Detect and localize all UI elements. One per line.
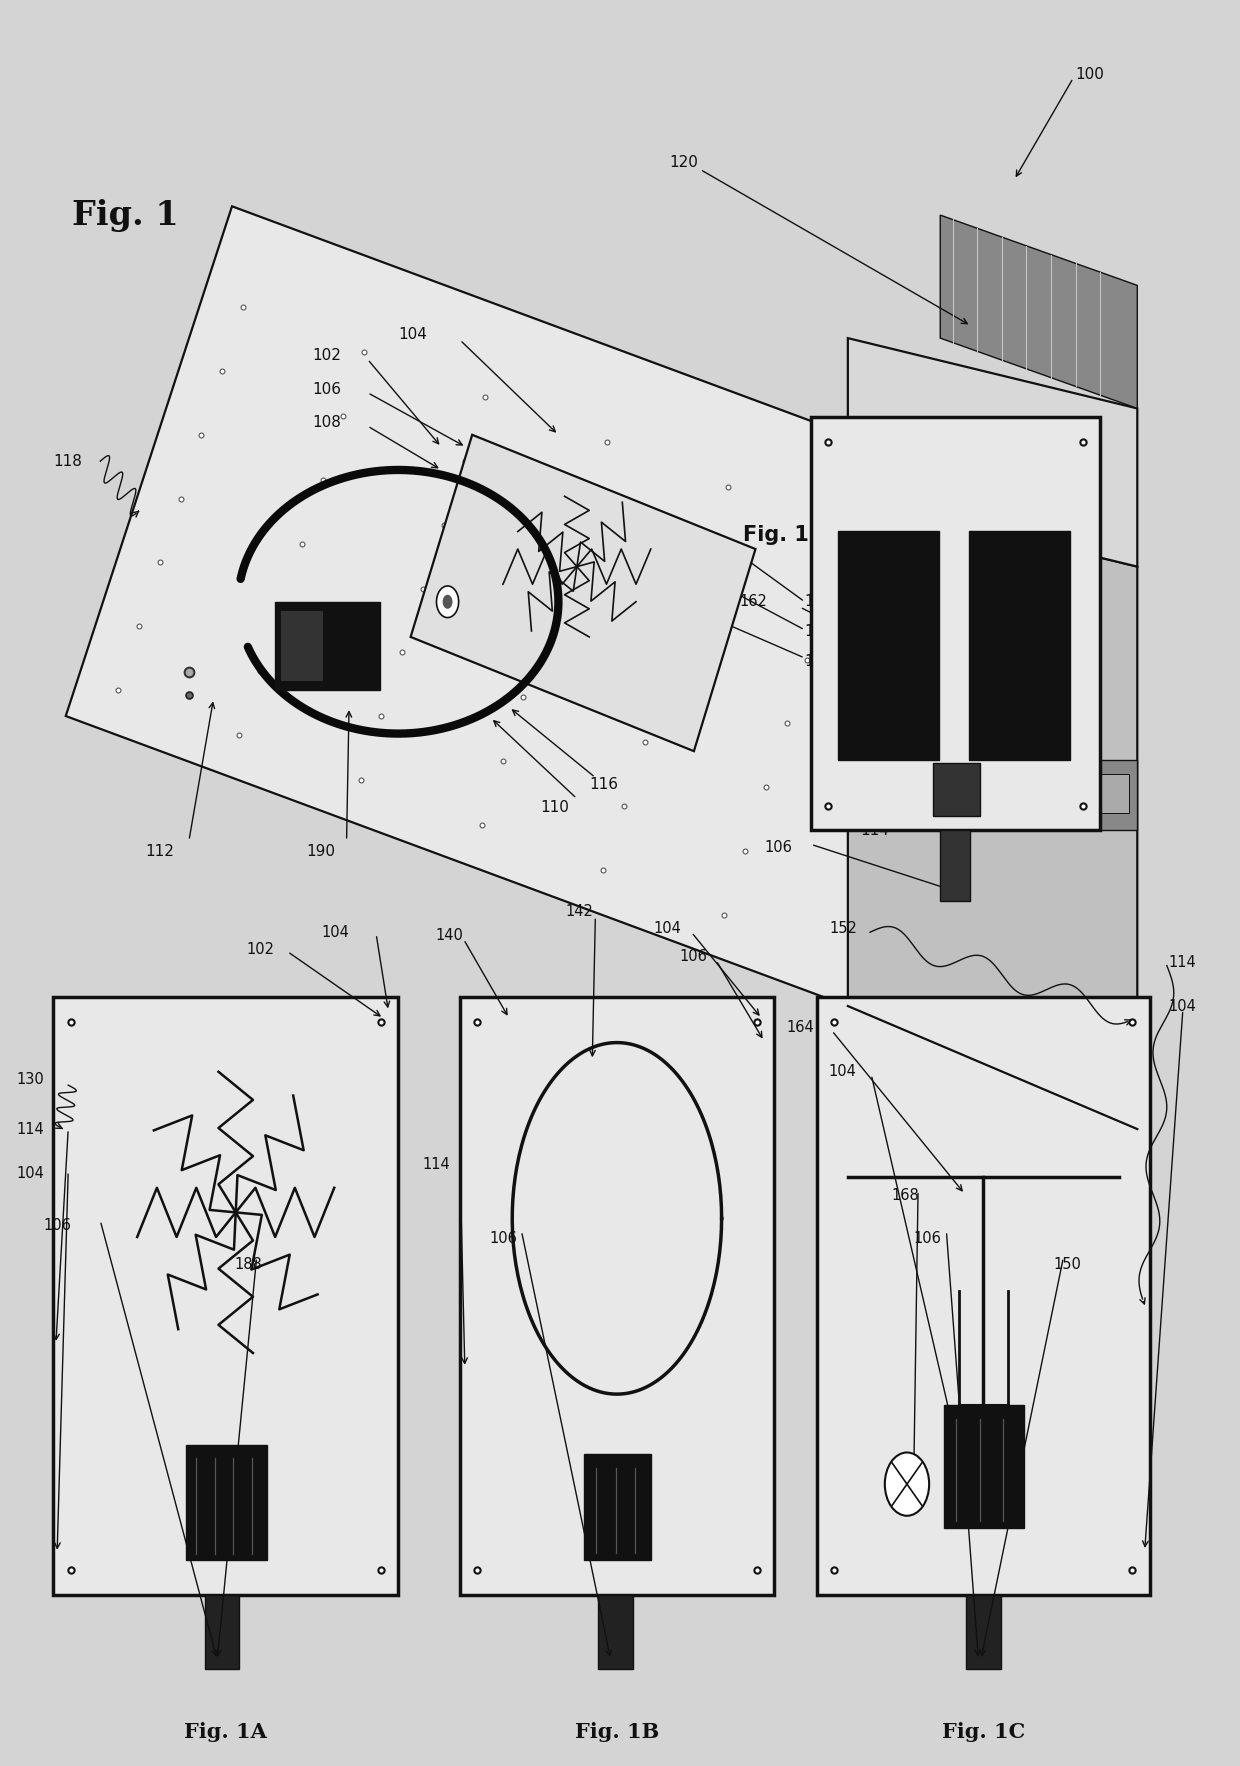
Text: 114: 114 xyxy=(16,1121,45,1137)
Bar xyxy=(1085,759,1137,830)
Text: 188: 188 xyxy=(234,1257,262,1272)
Bar xyxy=(1094,774,1128,812)
Text: 130: 130 xyxy=(805,623,833,639)
Text: 114: 114 xyxy=(1168,955,1195,970)
Bar xyxy=(281,611,324,682)
Bar xyxy=(53,998,398,1595)
Text: 106: 106 xyxy=(764,841,792,855)
Bar xyxy=(940,830,971,901)
Text: 112: 112 xyxy=(146,844,175,858)
Text: 104: 104 xyxy=(16,1166,45,1180)
Polygon shape xyxy=(410,434,755,751)
Text: 120: 120 xyxy=(670,155,698,170)
Text: 102: 102 xyxy=(312,348,341,364)
Text: 190: 190 xyxy=(306,844,335,858)
Text: 102: 102 xyxy=(247,943,275,957)
Bar xyxy=(460,998,774,1595)
Text: 106: 106 xyxy=(43,1219,72,1233)
Bar xyxy=(968,532,1070,759)
Text: 164: 164 xyxy=(786,1019,813,1035)
Text: 118: 118 xyxy=(53,454,82,468)
Bar xyxy=(966,1595,1001,1669)
Text: Fig. 1: Fig. 1 xyxy=(72,198,179,231)
Text: 160: 160 xyxy=(968,796,997,811)
Text: 114: 114 xyxy=(423,1157,450,1171)
Bar xyxy=(838,532,939,759)
Bar xyxy=(934,763,981,816)
Text: 110: 110 xyxy=(539,800,569,814)
Text: Fig. 1D: Fig. 1D xyxy=(743,525,826,546)
Polygon shape xyxy=(848,496,1137,1128)
Text: 142: 142 xyxy=(565,904,594,918)
Text: 104: 104 xyxy=(1168,998,1195,1014)
Polygon shape xyxy=(848,337,1137,567)
Text: 168: 168 xyxy=(892,1189,919,1203)
Text: 106: 106 xyxy=(680,950,707,964)
Text: 108: 108 xyxy=(312,415,341,429)
Text: 106: 106 xyxy=(913,1231,941,1245)
Text: 100: 100 xyxy=(1076,67,1105,81)
Text: Fig. 1A: Fig. 1A xyxy=(185,1722,268,1741)
Text: 140: 140 xyxy=(435,929,463,943)
Circle shape xyxy=(443,595,453,609)
Text: 104: 104 xyxy=(828,1063,856,1079)
Bar xyxy=(811,417,1100,830)
Text: 104: 104 xyxy=(805,595,833,609)
Text: 150: 150 xyxy=(1054,1257,1081,1272)
Bar xyxy=(584,1453,651,1559)
Bar xyxy=(599,1595,632,1669)
Polygon shape xyxy=(940,215,1137,408)
Text: 114: 114 xyxy=(861,823,889,837)
Text: 104: 104 xyxy=(322,925,350,940)
Circle shape xyxy=(436,586,459,618)
Circle shape xyxy=(885,1452,929,1515)
Bar xyxy=(817,998,1149,1595)
Bar xyxy=(275,602,379,691)
Text: 162: 162 xyxy=(739,595,768,609)
Text: 104: 104 xyxy=(398,327,427,343)
Text: 152: 152 xyxy=(830,922,857,936)
Text: 106: 106 xyxy=(312,381,341,397)
Bar xyxy=(205,1595,239,1669)
Text: Fig. 1C: Fig. 1C xyxy=(941,1722,1025,1741)
Bar xyxy=(186,1445,267,1559)
Text: 114: 114 xyxy=(805,653,833,669)
Text: 106: 106 xyxy=(490,1231,517,1245)
Text: 116: 116 xyxy=(589,777,619,793)
Polygon shape xyxy=(66,207,1014,1007)
Text: 130: 130 xyxy=(16,1072,45,1088)
Text: 104: 104 xyxy=(653,922,681,936)
Bar xyxy=(944,1406,1024,1528)
Text: Fig. 1B: Fig. 1B xyxy=(575,1722,658,1741)
